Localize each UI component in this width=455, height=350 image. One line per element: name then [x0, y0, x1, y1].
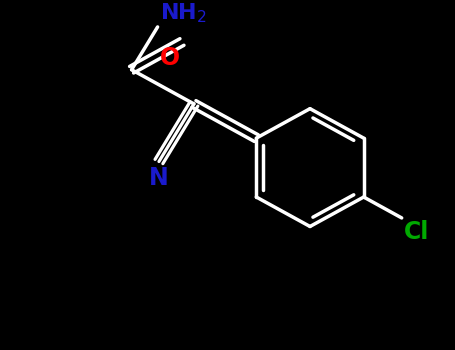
Text: Cl: Cl	[404, 220, 429, 244]
Text: N: N	[149, 166, 169, 190]
Text: O: O	[160, 46, 180, 70]
Text: NH$_2$: NH$_2$	[160, 1, 207, 25]
